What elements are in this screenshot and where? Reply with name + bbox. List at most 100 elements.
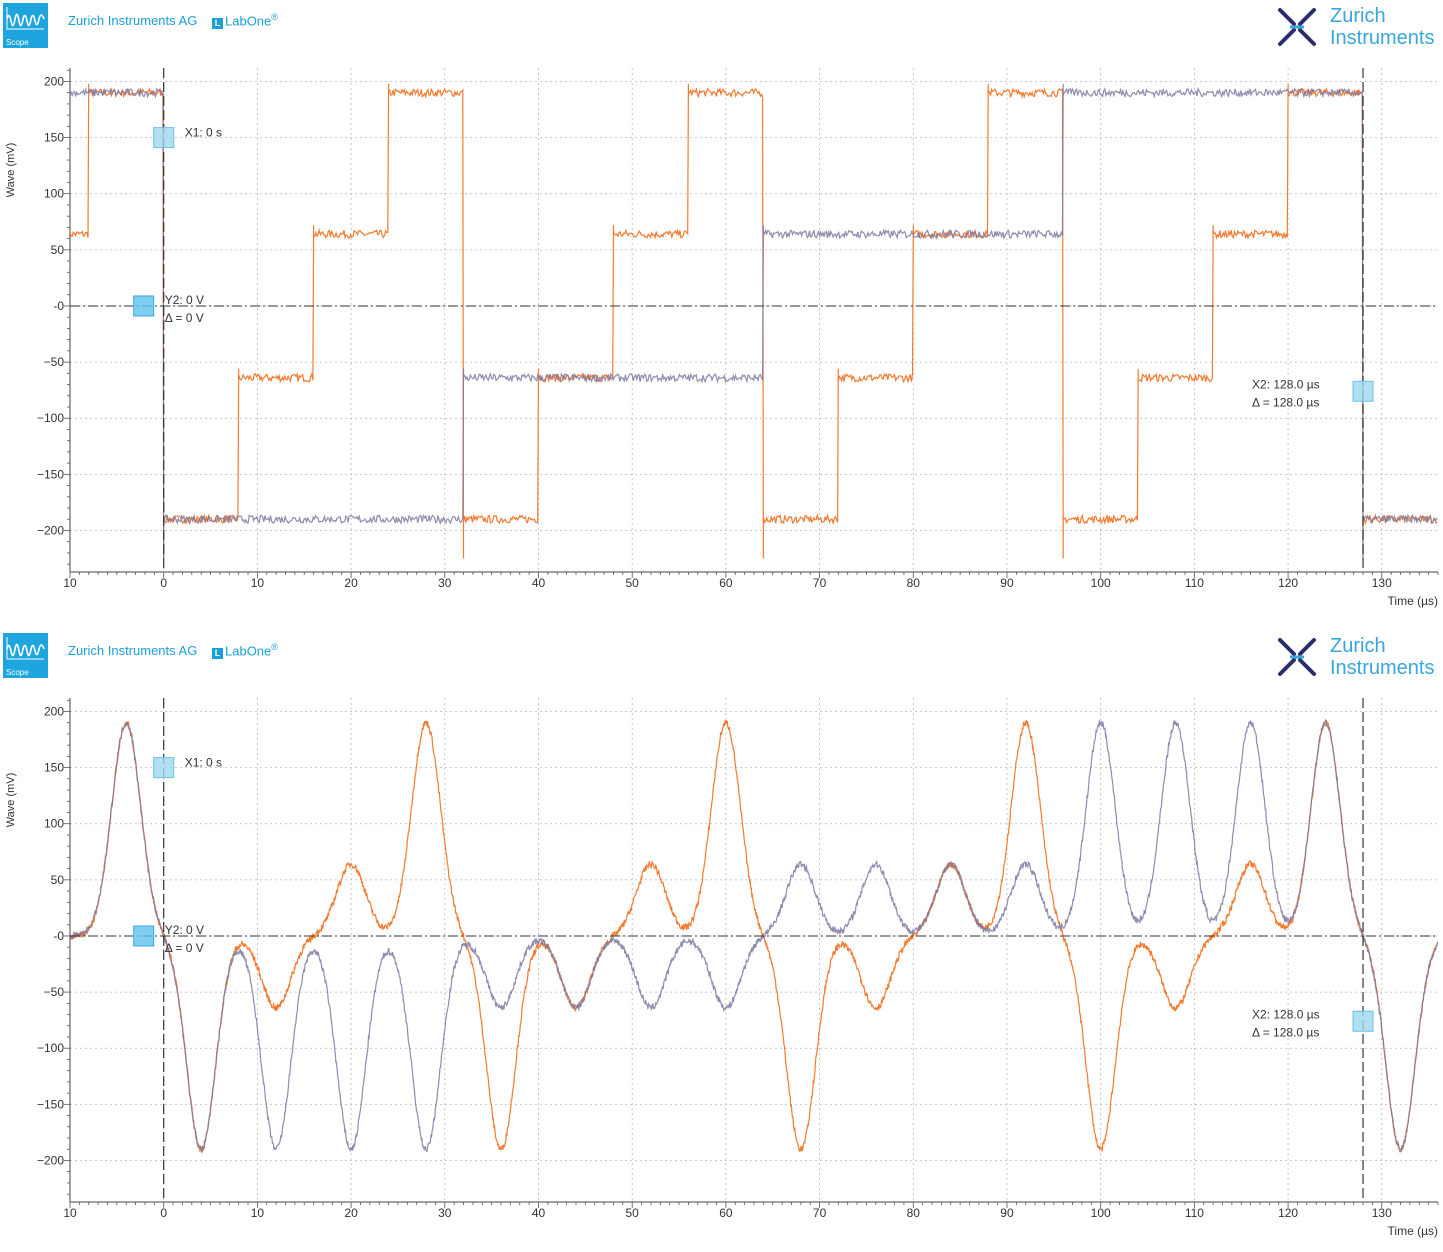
registered-mark: ®: [271, 642, 278, 652]
x-tick-label: 80: [907, 1206, 921, 1220]
labone-text: LabOne: [225, 13, 272, 29]
scope-panel-1: Scope Zurich Instruments AG L LabOne® Zur…: [0, 0, 1443, 622]
labone-icon: L: [212, 18, 223, 30]
series-line: [70, 83, 1438, 559]
logo-line-2: Instruments: [1330, 657, 1435, 679]
y-tick-label: 100: [44, 187, 64, 201]
cursor-x2-delta: Δ = 128.0 µs: [1252, 395, 1319, 409]
x-tick-label: 40: [532, 576, 546, 590]
y-tick-label: −100: [37, 411, 64, 425]
cursor-y2-delta: Δ = 0 V: [165, 941, 204, 955]
series-group: [70, 83, 1438, 559]
cursor-x1-handle[interactable]: [153, 757, 175, 779]
labone-text: LabOne: [225, 643, 272, 659]
y-tick-label: 200: [44, 74, 64, 88]
header: Scope Zurich Instruments AG L LabOne® Zur…: [0, 0, 1443, 60]
cursor-x2-handle[interactable]: [1352, 1010, 1374, 1032]
x-tick-label: 10: [63, 1206, 77, 1220]
x-tick-label: 10: [251, 1206, 265, 1220]
series-group: [70, 718, 1438, 1154]
logo-line-2: Instruments: [1330, 27, 1435, 49]
series-line: [70, 718, 1438, 1153]
cursor-y2-label: Y2: 0 V: [165, 293, 204, 307]
company-name: Zurich Instruments AG: [68, 13, 198, 28]
logo-line-1: Zurich: [1330, 635, 1386, 657]
labone-brand: L LabOne®: [212, 642, 278, 660]
y-tick-label: −200: [37, 523, 64, 537]
y-tick-label: −150: [37, 1097, 64, 1111]
x-tick-label: 10: [251, 576, 265, 590]
series-line: [70, 719, 1438, 1154]
cursor-x1-label: X1: 0 s: [185, 756, 222, 770]
x-tick-label: 30: [438, 1206, 452, 1220]
cursor-y2-handle[interactable]: [133, 295, 155, 317]
x-tick-label: 0: [160, 1206, 167, 1220]
x-tick-label: 60: [719, 1206, 733, 1220]
x-tick-label: 130: [1372, 576, 1392, 590]
x-tick-label: 120: [1278, 1206, 1298, 1220]
x-tick-label: 110: [1185, 576, 1204, 590]
y-tick-label: −100: [37, 1041, 64, 1055]
y-tick-label: 50: [51, 243, 65, 257]
y-tick-label: -0: [53, 929, 64, 943]
x-tick-label: 10: [63, 576, 77, 590]
scope-icon-label: Scope: [6, 38, 29, 47]
scope-icon-label: Scope: [6, 668, 29, 677]
y-tick-label: −50: [44, 985, 65, 999]
registered-mark: ®: [271, 12, 278, 22]
x-tick-label: 90: [1000, 576, 1014, 590]
zurich-instruments-wordmark: Zurich Instruments: [1330, 5, 1434, 49]
x-axis-title: Time (µs): [1388, 1224, 1438, 1238]
y-axis-title: Wave (mV): [5, 773, 17, 828]
scope-icon: Scope: [3, 633, 48, 678]
y-tick-label: 100: [44, 817, 64, 831]
cursor-x2-handle[interactable]: [1352, 380, 1374, 402]
x-tick-label: 80: [907, 576, 921, 590]
plot-area[interactable]: 10 0 10 20 30 40 50 60 70 80 90 100 110 120 1302001501…: [0, 630, 1443, 1252]
labone-brand: L LabOne®: [212, 12, 278, 30]
zurich-instruments-logo-icon: [1278, 638, 1316, 676]
zurich-instruments-logo-icon: [1278, 8, 1316, 46]
x-tick-label: 110: [1185, 1206, 1204, 1220]
y-axis-title: Wave (mV): [5, 143, 17, 198]
x-tick-label: 60: [719, 576, 733, 590]
zurich-instruments-wordmark: Zurich Instruments: [1330, 635, 1434, 679]
cursor-y2-delta: Δ = 0 V: [165, 311, 204, 325]
y-tick-label: 200: [44, 704, 64, 718]
y-tick-label: -0: [53, 299, 64, 313]
x-tick-label: 70: [813, 1206, 827, 1220]
cursor-x2-label: X2: 128.0 µs: [1252, 377, 1320, 391]
x-tick-label: 40: [532, 1206, 546, 1220]
x-tick-label: 70: [813, 576, 827, 590]
y-tick-label: −150: [37, 467, 64, 481]
series-line: [70, 83, 1438, 559]
grid: [69, 68, 1438, 572]
cursor-x2-label: X2: 128.0 µs: [1252, 1007, 1320, 1021]
x-tick-label: 90: [1000, 1206, 1014, 1220]
cursor-x1-label: X1: 0 s: [185, 126, 222, 140]
x-tick-label: 50: [626, 1206, 640, 1220]
y-tick-label: 150: [44, 131, 64, 145]
cursor-x2-delta: Δ = 128.0 µs: [1252, 1025, 1319, 1039]
x-tick-label: 100: [1091, 1206, 1111, 1220]
x-tick-label: 120: [1278, 576, 1298, 590]
company-name: Zurich Instruments AG: [68, 643, 198, 658]
scope-icon: Scope: [3, 3, 48, 48]
labone-icon: L: [212, 648, 223, 660]
y-tick-label: −50: [44, 355, 65, 369]
plot-area[interactable]: 10 0 10 20 30 40 50 60 70 80 90 100 110 120 1302001501…: [0, 0, 1443, 622]
x-tick-label: 0: [160, 576, 167, 590]
logo-line-1: Zurich: [1330, 5, 1386, 27]
cursor-x1-handle[interactable]: [153, 127, 175, 149]
scope-panel-2: Scope Zurich Instruments AG L LabOne® Zur…: [0, 630, 1443, 1252]
header: Scope Zurich Instruments AG L LabOne® Zur…: [0, 630, 1443, 690]
x-tick-label: 130: [1372, 1206, 1392, 1220]
cursor-y2-handle[interactable]: [133, 925, 155, 947]
x-tick-label: 100: [1091, 576, 1111, 590]
y-tick-label: 50: [51, 873, 65, 887]
y-tick-label: −200: [37, 1153, 64, 1167]
x-tick-label: 20: [344, 1206, 358, 1220]
x-axis-title: Time (µs): [1388, 594, 1438, 608]
x-tick-label: 50: [626, 576, 640, 590]
y-tick-label: 150: [44, 761, 64, 775]
